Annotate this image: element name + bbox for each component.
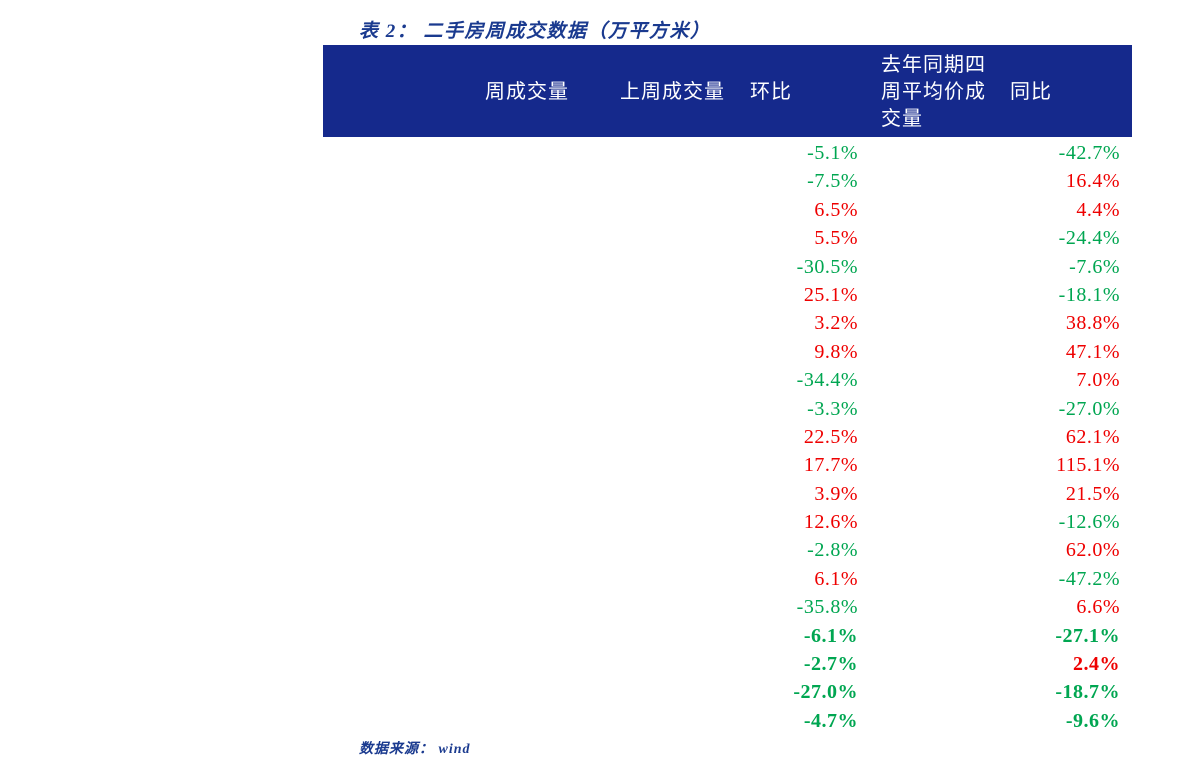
cell-huanbi: -30.5% [796, 255, 858, 278]
cell-huanbi: -3.3% [807, 397, 858, 420]
table-row: 3.2% 38.8% [323, 309, 1132, 337]
cell-huanbi: -5.1% [807, 142, 858, 164]
cell-tongbi: -9.6% [1065, 709, 1120, 732]
cell-huanbi: 12.6% [803, 511, 858, 534]
cell-huanbi: -4.7% [803, 709, 858, 732]
table-row: -30.5% -7.6% [323, 253, 1132, 281]
table-row: -27.0% -18.7% [323, 678, 1132, 706]
table-row: -4.7% -9.6% [323, 707, 1132, 735]
cell-tongbi: -24.4% [1058, 227, 1120, 250]
table-row: -2.8% 62.0% [323, 536, 1132, 564]
cell-tongbi: 62.1% [1065, 425, 1120, 448]
cell-huanbi: 3.2% [814, 312, 858, 335]
cell-tongbi: 2.4% [1073, 653, 1120, 676]
table-row: -2.7% 2.4% [323, 650, 1132, 678]
cell-tongbi: -42.7% [1058, 142, 1120, 164]
cell-huanbi: -34.4% [796, 369, 858, 392]
table-title: 表 2： 二手房周成交数据（万平方米） [359, 21, 711, 42]
table-header: 周成交量 上周成交量 环比 去年同期四周平均价成交量 同比 [323, 45, 1132, 137]
cell-tongbi: 115.1% [1056, 454, 1120, 477]
table-row: 6.1% -47.2% [323, 565, 1132, 593]
table-row: 3.9% 21.5% [323, 480, 1132, 508]
cell-tongbi: 16.4% [1065, 170, 1120, 193]
cell-huanbi: -27.0% [793, 681, 858, 704]
table-row: 5.5% -24.4% [323, 224, 1132, 252]
cell-tongbi: 4.4% [1076, 198, 1120, 221]
cell-tongbi: -27.0% [1058, 397, 1120, 420]
col-header-weekly-volume: 周成交量 [485, 81, 569, 103]
cell-huanbi: -7.5% [807, 170, 858, 193]
cell-huanbi: 6.1% [814, 567, 858, 590]
cell-huanbi: -2.8% [807, 539, 858, 562]
table-row: 22.5% 62.1% [323, 423, 1132, 451]
cell-tongbi: -7.6% [1069, 255, 1120, 278]
cell-huanbi: 22.5% [803, 425, 858, 448]
cell-huanbi: -35.8% [796, 596, 858, 619]
cell-huanbi: 5.5% [814, 227, 858, 250]
table-row: -5.1% -42.7% [323, 139, 1132, 167]
cell-tongbi: -18.7% [1055, 681, 1120, 704]
cell-huanbi: 9.8% [814, 340, 858, 363]
col-header-yoy-change: 同比 [1010, 81, 1052, 103]
col-header-lastweek-volume: 上周成交量 [620, 81, 725, 103]
cell-tongbi: 47.1% [1065, 340, 1120, 363]
cell-huanbi: 17.7% [803, 454, 858, 477]
data-source-note: 数据来源： wind [359, 742, 471, 757]
cell-tongbi: -47.2% [1058, 567, 1120, 590]
table-row: 17.7% 115.1% [323, 451, 1132, 479]
cell-huanbi: 6.5% [814, 198, 858, 221]
cell-huanbi: 25.1% [803, 283, 858, 306]
col-header-lastyear-4wk-avg-volume: 去年同期四周平均价成交量 [881, 54, 986, 130]
cell-tongbi: 62.0% [1065, 539, 1120, 562]
table-row: 6.5% 4.4% [323, 196, 1132, 224]
cell-tongbi: 7.0% [1076, 369, 1120, 392]
cell-huanbi: -2.7% [803, 653, 858, 676]
table-row: -7.5% 16.4% [323, 167, 1132, 195]
cell-tongbi: 21.5% [1065, 482, 1120, 505]
table-row: -35.8% 6.6% [323, 593, 1132, 621]
cell-tongbi: -12.6% [1058, 511, 1120, 534]
table-row: -34.4% 7.0% [323, 366, 1132, 394]
cell-tongbi: -27.1% [1055, 624, 1120, 647]
col-header-wow-change: 环比 [750, 81, 792, 103]
table-row: 25.1% -18.1% [323, 281, 1132, 309]
table-body: -5.1% -42.7% -7.5% 16.4% 6.5% 4.4% 5.5% -24.4% -… [323, 139, 1132, 735]
cell-tongbi: 38.8% [1065, 312, 1120, 335]
transaction-table: 周成交量 上周成交量 环比 去年同期四周平均价成交量 同比 -5.1% -42.7… [323, 45, 1132, 735]
table-row: 9.8% 47.1% [323, 338, 1132, 366]
cell-huanbi: 3.9% [814, 482, 858, 505]
table-row: 12.6% -12.6% [323, 508, 1132, 536]
table-row: -6.1% -27.1% [323, 622, 1132, 650]
cell-huanbi: -6.1% [803, 624, 858, 647]
cell-tongbi: 6.6% [1076, 596, 1120, 619]
cell-tongbi: -18.1% [1058, 283, 1120, 306]
table-row: -3.3% -27.0% [323, 395, 1132, 423]
